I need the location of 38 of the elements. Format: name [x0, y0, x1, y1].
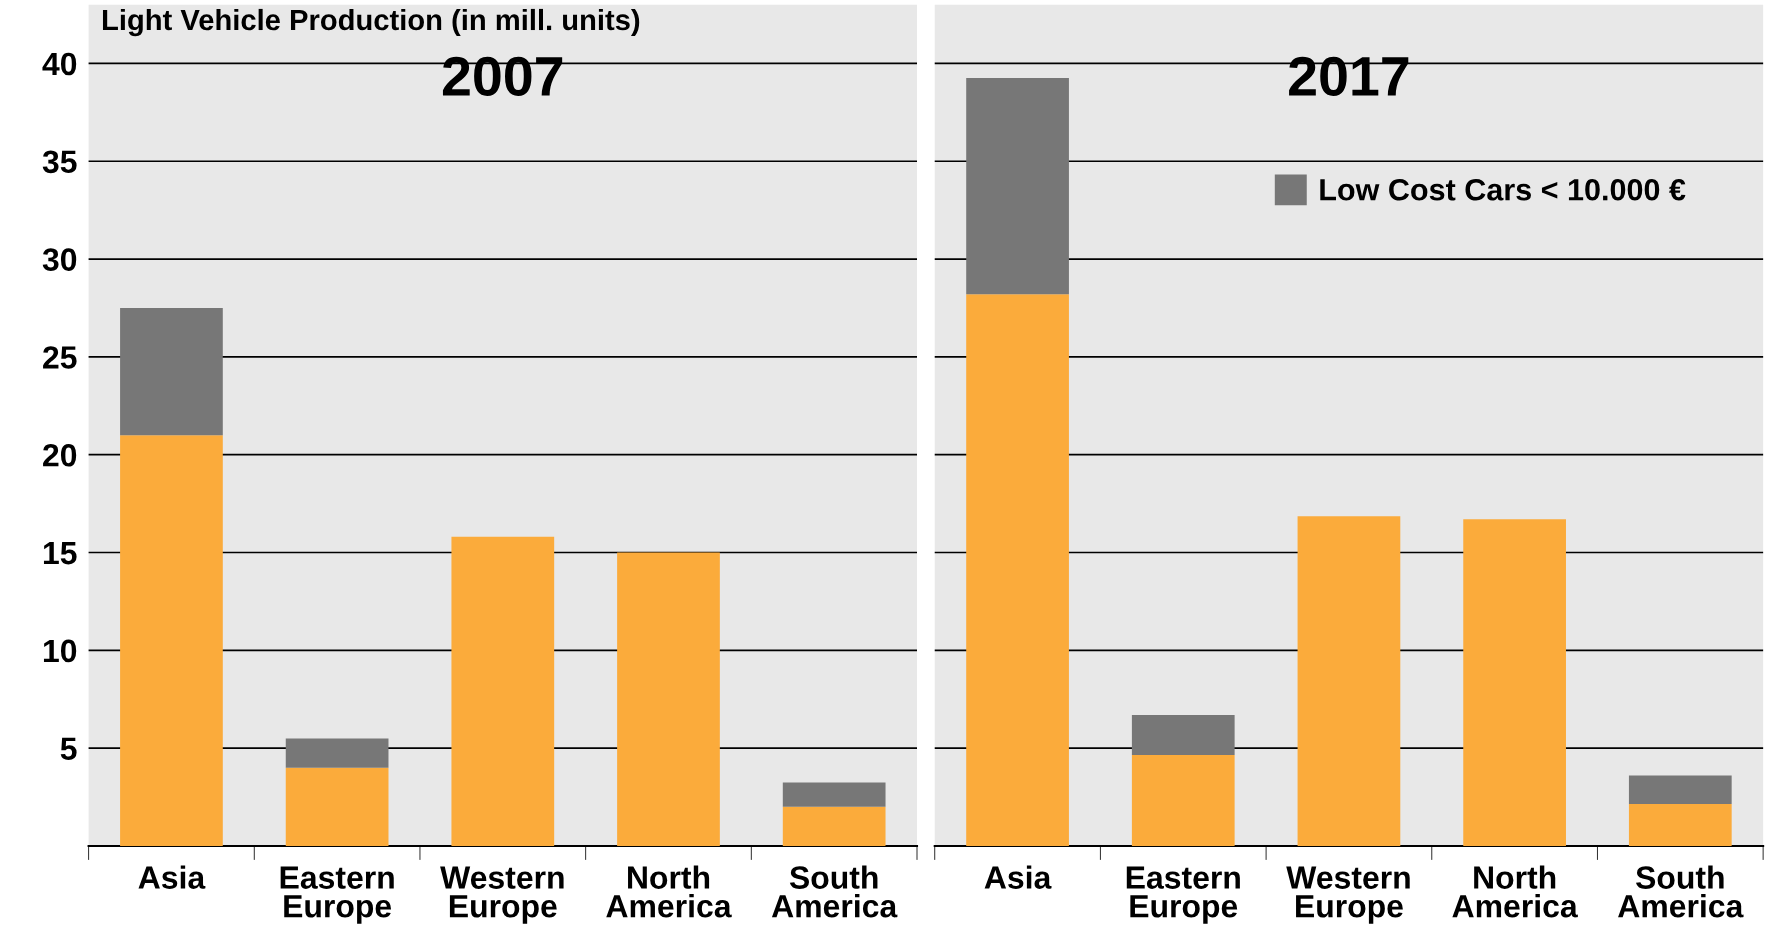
y-tick-label: 10 [43, 639, 77, 663]
bar [617, 552, 720, 846]
bar [1131, 755, 1235, 846]
bar [1131, 714, 1235, 756]
bar [451, 536, 555, 846]
y-tick-label: 30 [42, 248, 77, 271]
bar [1628, 775, 1732, 804]
bar [966, 294, 1069, 846]
y-tick-label: 25 [43, 346, 77, 369]
x-tick-label: North America [1452, 865, 1578, 918]
bar [120, 307, 223, 436]
legend-label: Low Cost Cars < 10.000 € [1320, 178, 1686, 201]
bar [1463, 519, 1566, 846]
x-tick-label: Western Europe [440, 866, 564, 924]
y-tick-label: 35 [42, 150, 77, 174]
y-tick-label: 20 [43, 443, 77, 467]
y-tick-label: 15 [43, 542, 77, 565]
y-tick-label: 40 [42, 52, 77, 76]
x-tick-label: Eastern Europe [280, 866, 394, 924]
bar [782, 806, 886, 846]
x-tick-label: Western Europe [1286, 866, 1410, 924]
bar [1628, 803, 1732, 846]
bar [285, 738, 389, 768]
bar [120, 435, 223, 846]
x-tick-label: South America [1618, 865, 1744, 918]
bar [782, 782, 886, 807]
annotation: Light Vehicle Production (in mill. units) [102, 8, 640, 37]
x-tick-label: Asia [138, 865, 206, 889]
bar [966, 78, 1069, 295]
x-tick-label: North America [606, 865, 732, 918]
bar [1297, 516, 1401, 846]
x-tick-label: Asia [984, 865, 1052, 889]
text: 2017 [1289, 56, 1409, 96]
y-tick-label: 5 [60, 737, 77, 761]
x-tick-label: South America [771, 865, 898, 918]
x-tick-label: Eastern Europe [1126, 866, 1240, 924]
text: 2007 [442, 56, 563, 96]
bar [285, 767, 389, 846]
